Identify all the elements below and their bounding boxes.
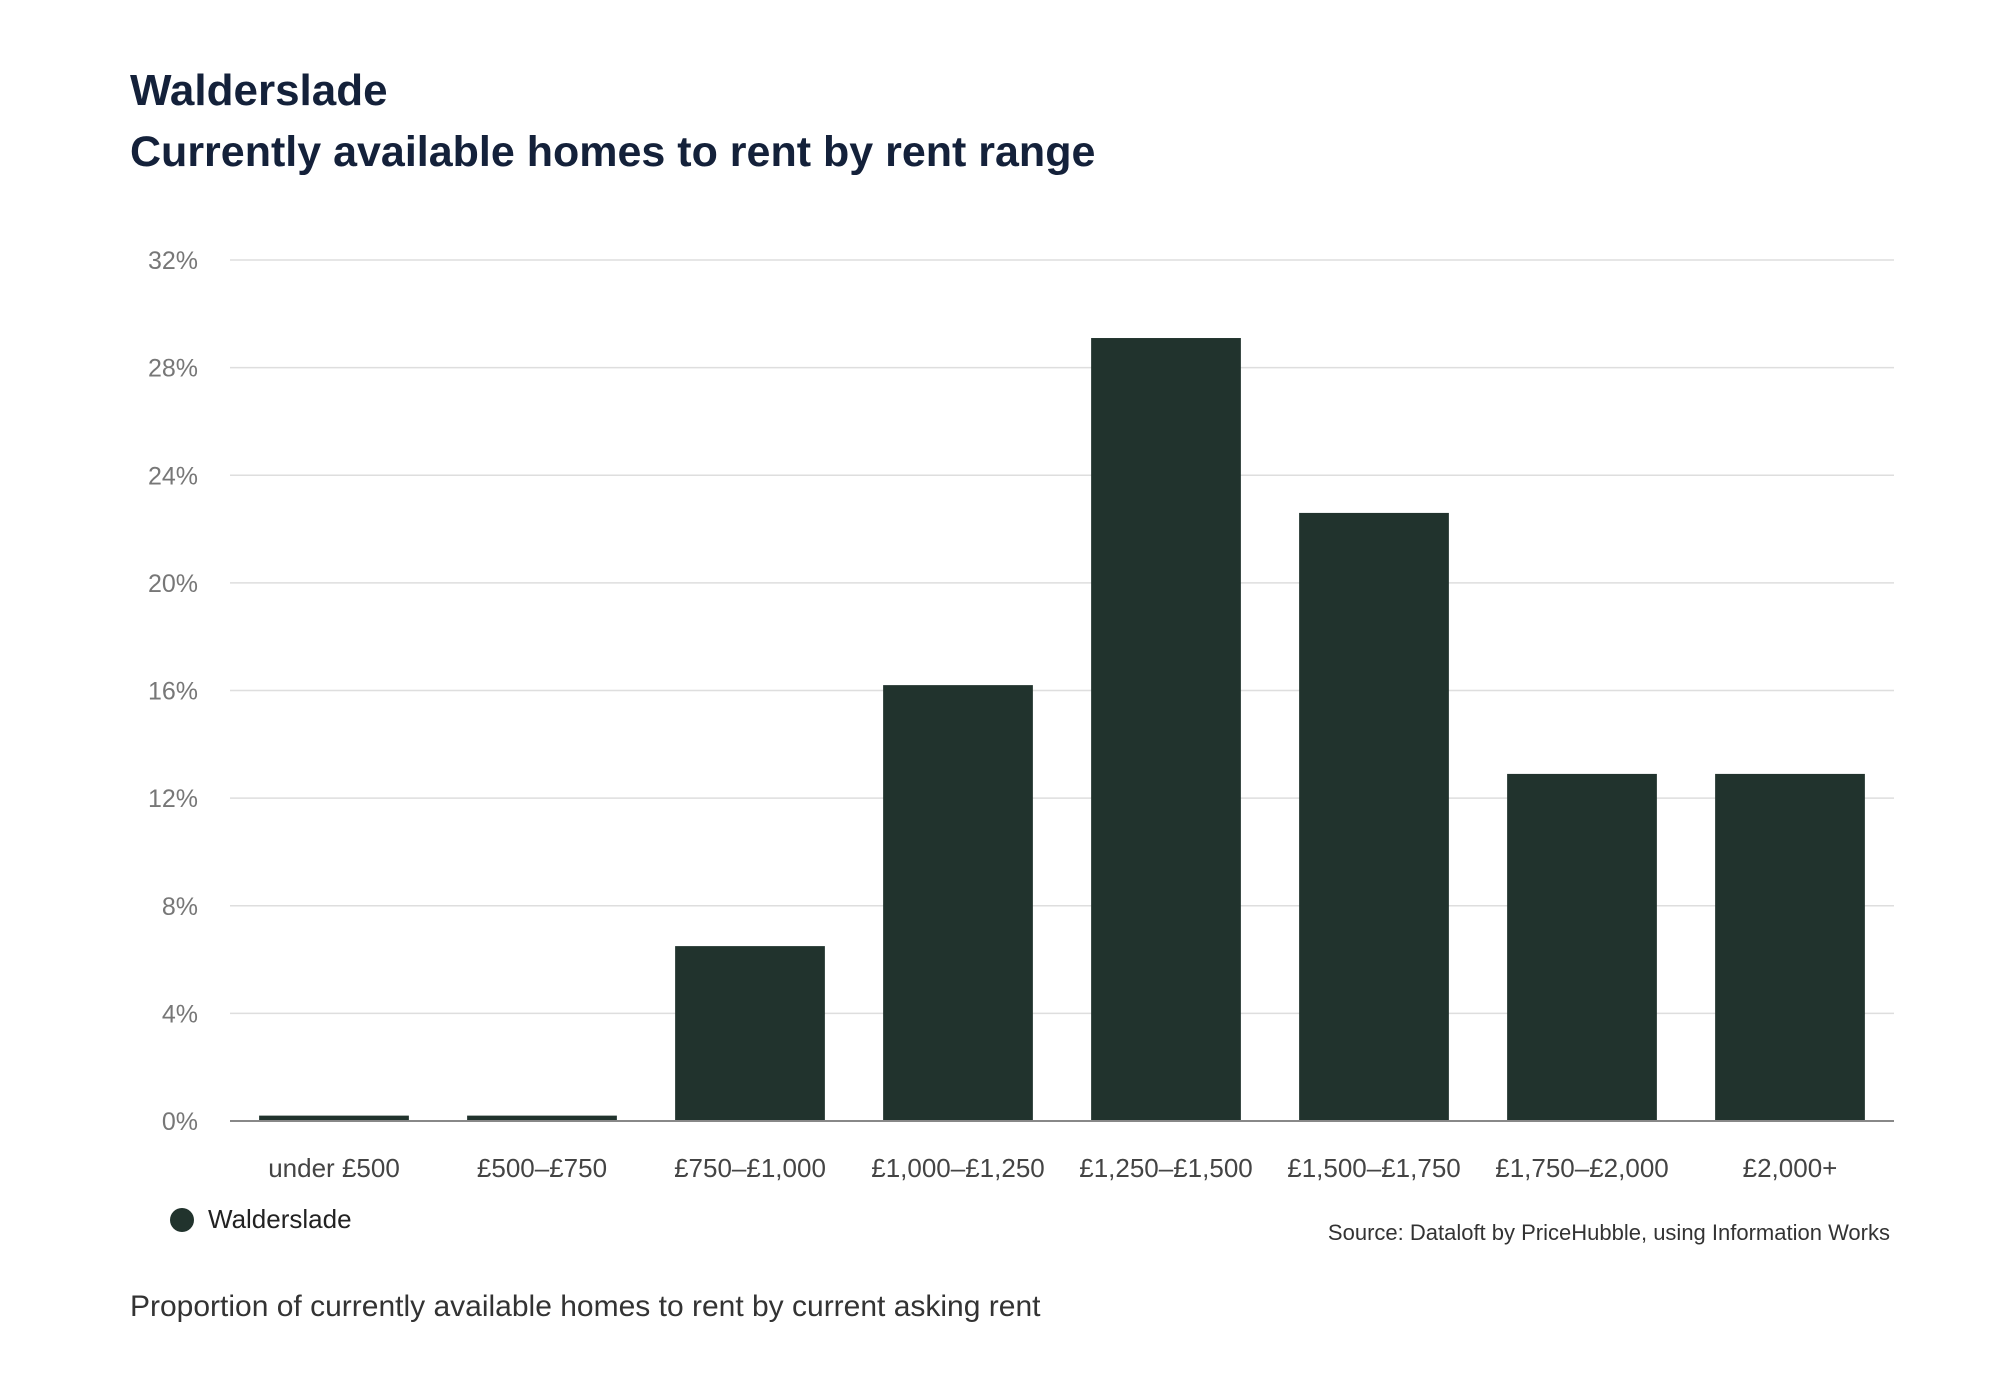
x-tick-label: £1,500–£1,750 bbox=[1287, 1153, 1461, 1183]
x-tick-label: £1,750–£2,000 bbox=[1495, 1153, 1669, 1183]
bar bbox=[1715, 773, 1865, 1121]
bar bbox=[259, 1115, 409, 1121]
bar bbox=[675, 946, 825, 1121]
legend-swatch bbox=[170, 1207, 194, 1232]
y-tick-label: 24% bbox=[148, 462, 198, 490]
y-tick-label: 12% bbox=[148, 785, 198, 813]
source-note: Source: Dataloft by PriceHubble, using I… bbox=[1327, 1220, 1890, 1245]
x-tick-label: under £500 bbox=[268, 1153, 400, 1183]
bar bbox=[1507, 773, 1657, 1121]
y-tick-label: 20% bbox=[148, 570, 198, 598]
x-axis-ticks: under £500 £500–£750 £750–£1,000 £1,000–£1,… bbox=[268, 1153, 1837, 1183]
x-tick-label: £500–£750 bbox=[477, 1153, 607, 1183]
bar bbox=[467, 1115, 617, 1121]
y-tick-label: 0% bbox=[162, 1108, 198, 1136]
chart-title: Walderslade bbox=[130, 66, 388, 115]
legend-label: Walderslade bbox=[208, 1204, 352, 1234]
x-tick-label: £2,000+ bbox=[1743, 1153, 1838, 1183]
y-tick-label: 8% bbox=[162, 893, 198, 921]
bars bbox=[259, 338, 1865, 1121]
legend: Walderslade bbox=[170, 1204, 352, 1235]
chart-caption: Proportion of currently available homes … bbox=[130, 1290, 1041, 1323]
bar bbox=[1299, 512, 1449, 1121]
y-tick-label: 4% bbox=[162, 1000, 198, 1028]
x-tick-label: £1,250–£1,500 bbox=[1079, 1153, 1253, 1183]
gridlines bbox=[230, 259, 1894, 1015]
x-tick-label: £750–£1,000 bbox=[674, 1153, 826, 1183]
y-tick-label: 28% bbox=[148, 355, 198, 383]
bar bbox=[1091, 338, 1241, 1121]
y-tick-label: 16% bbox=[148, 678, 198, 706]
x-tick-label: £1,000–£1,250 bbox=[871, 1153, 1045, 1183]
bar bbox=[883, 685, 1033, 1121]
y-tick-label: 32% bbox=[148, 247, 198, 275]
y-axis-ticks: 0% 4% 8% 12% 16% 20% 24% 28% 32% bbox=[148, 247, 198, 1136]
chart-subtitle: Currently available homes to rent by ren… bbox=[130, 128, 1096, 176]
